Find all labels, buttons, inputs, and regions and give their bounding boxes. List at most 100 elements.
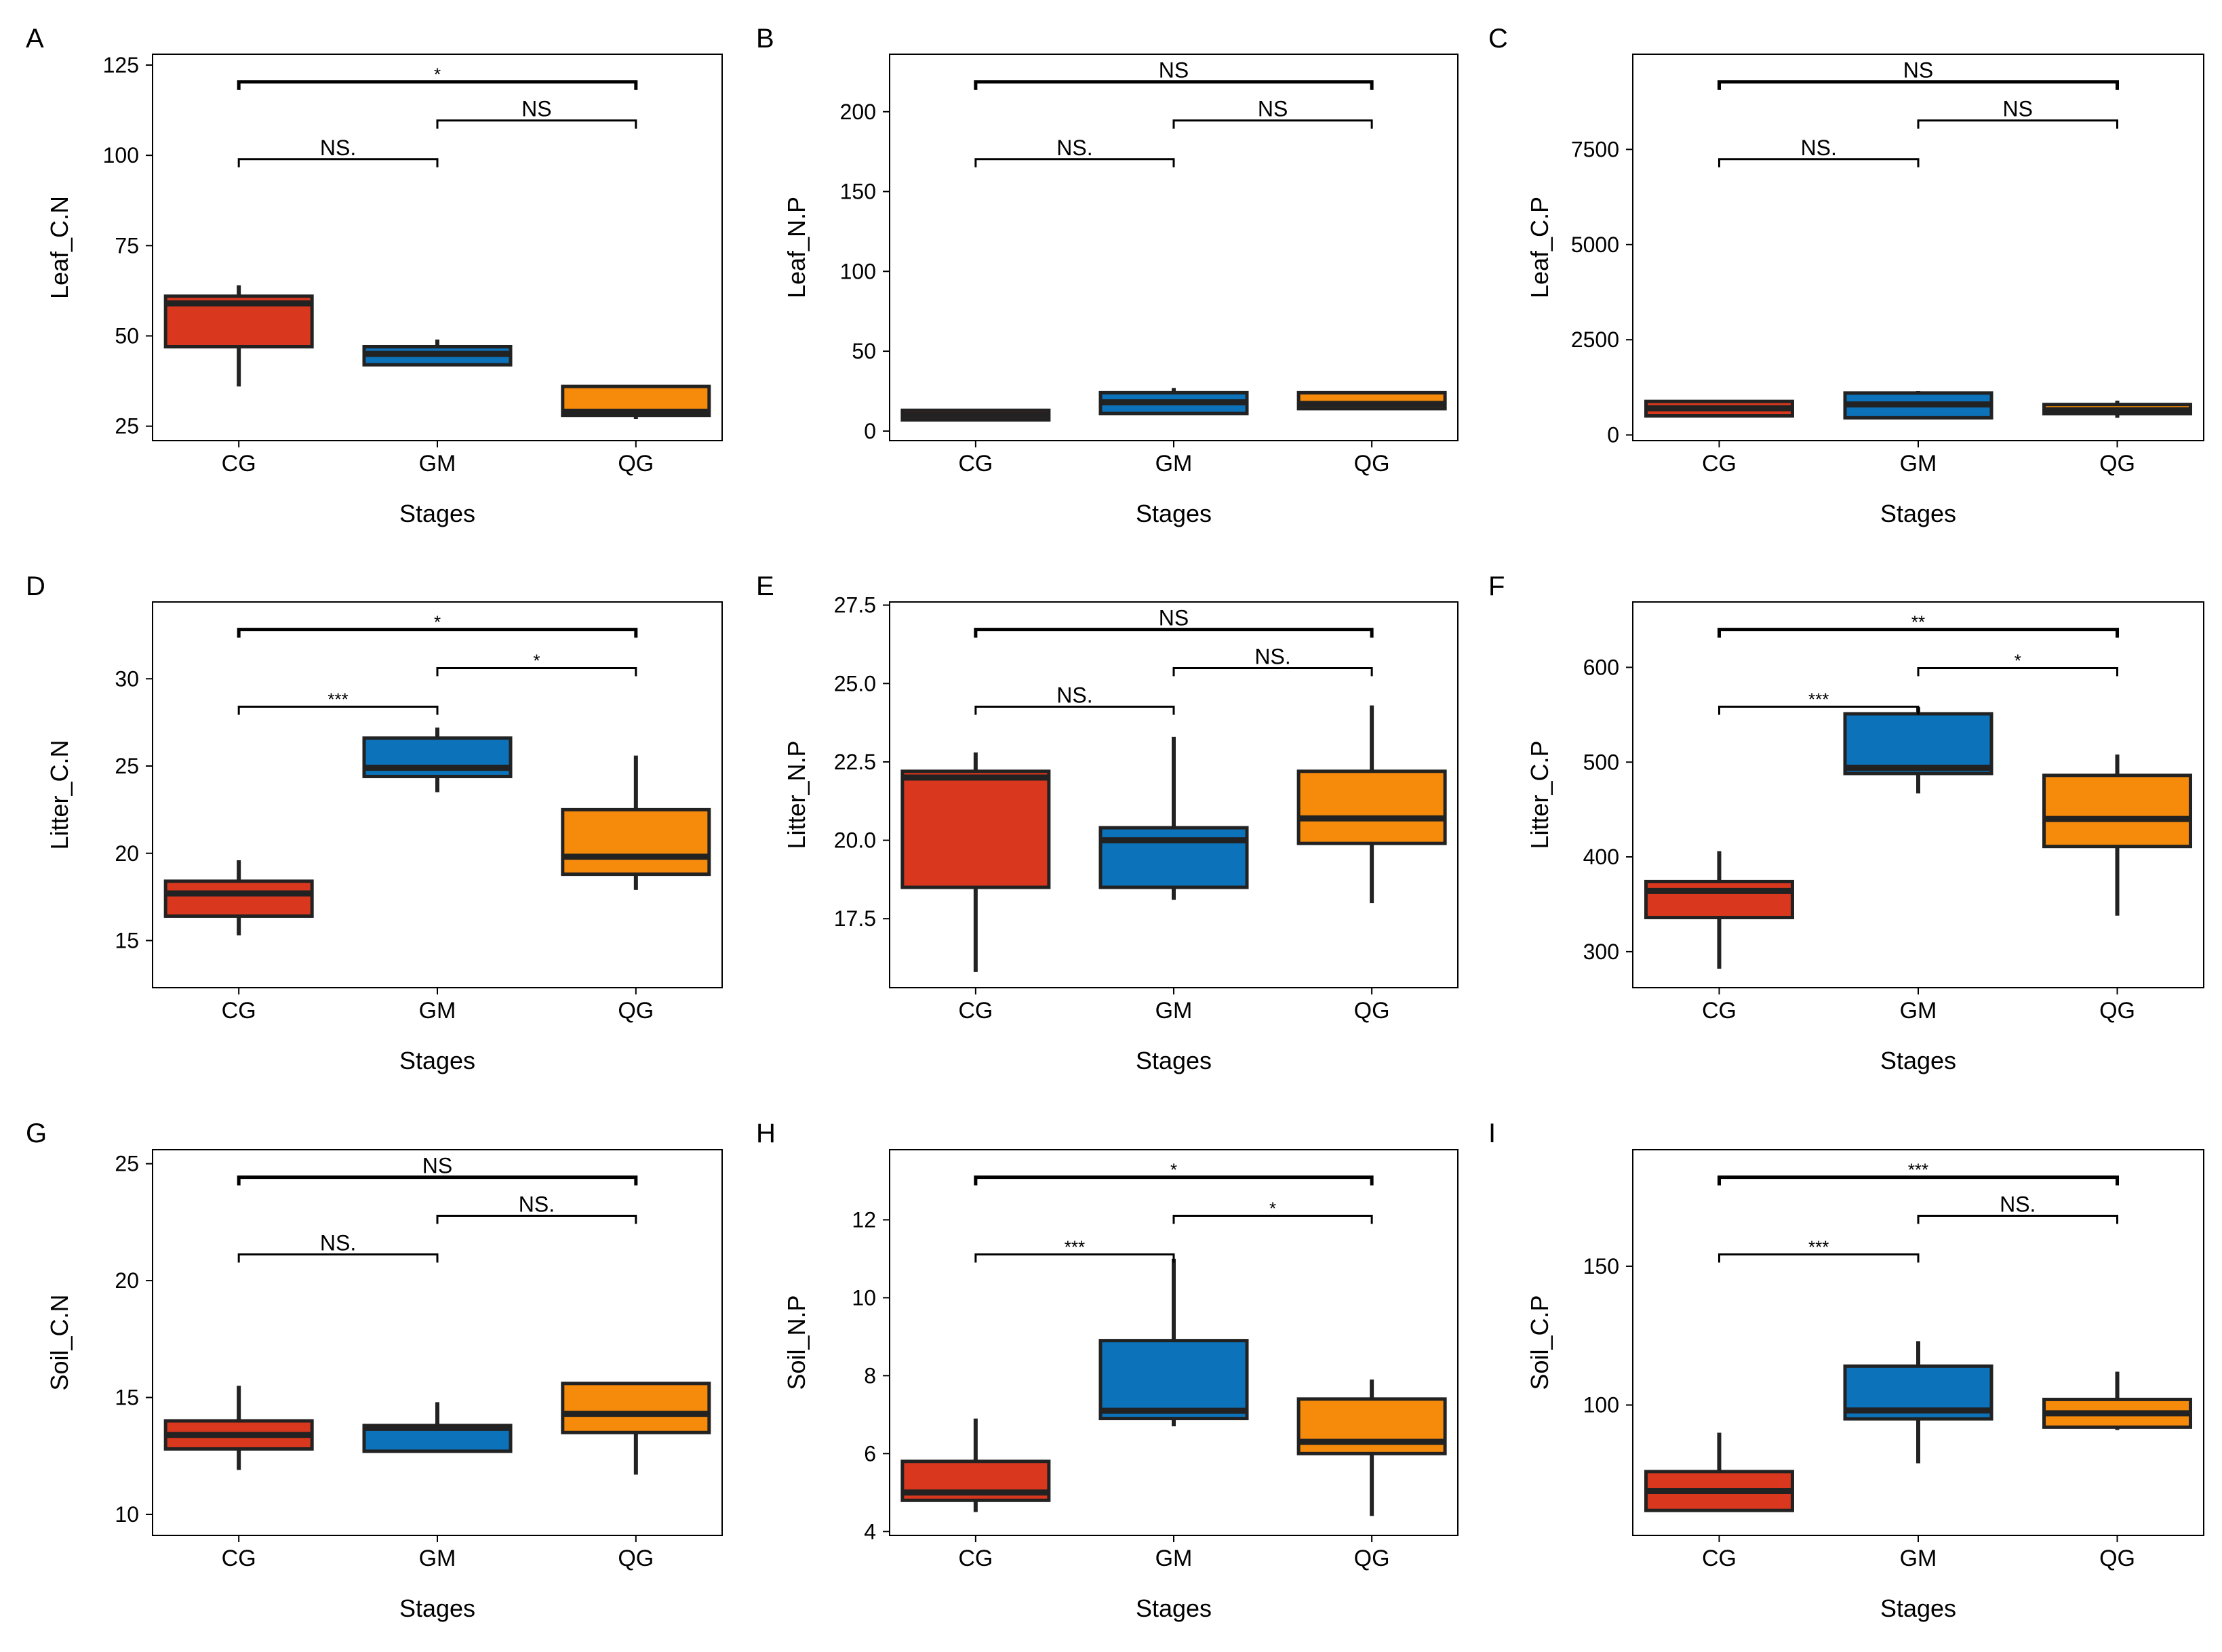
y-tick-label: 50 bbox=[852, 339, 876, 363]
y-axis-title: Leaf_N.P bbox=[782, 197, 810, 298]
x-tick-label: QG bbox=[2099, 451, 2135, 477]
y-tick-label: 10 bbox=[852, 1285, 876, 1310]
significance-bracket bbox=[237, 80, 638, 90]
y-tick-label: 25 bbox=[115, 414, 139, 439]
y-tick-label: 0 bbox=[864, 419, 876, 443]
y-tick-label: 50 bbox=[115, 324, 139, 348]
significance-label: NS. bbox=[1056, 683, 1092, 707]
x-tick-label: QG bbox=[618, 451, 654, 477]
x-tick-label: CG bbox=[222, 1546, 256, 1571]
y-axis-title: Leaf_C.N bbox=[45, 196, 73, 299]
x-tick-label: GM bbox=[1900, 1546, 1937, 1571]
x-tick-label: GM bbox=[1900, 998, 1937, 1024]
box-GM bbox=[1098, 1339, 1249, 1421]
significance-bracket bbox=[1717, 628, 2120, 638]
panel-G: G 10 15 20 25 CG GM QG Stages Soil_C.N NS. NS. NS bbox=[26, 1119, 723, 1622]
panel-E: E 17.5 20.0 22.5 25.0 27.5 CG GM QG Stages Litter_… bbox=[756, 571, 1459, 1074]
x-tick-label: QG bbox=[2099, 1546, 2135, 1571]
y-axis-title: Litter_C.N bbox=[45, 740, 73, 849]
panel-I: I 100 150 CG GM QG Stages Soil_C.P *** NS. *** bbox=[1488, 1119, 2204, 1622]
x-axis-title: Stages bbox=[1880, 500, 1956, 527]
significance-label: NS bbox=[2003, 97, 2033, 121]
panel-A: A 25 50 75 100 125 CG GM QG Stages Leaf_C.N NS. NS * bbox=[26, 24, 723, 527]
y-tick-label: 30 bbox=[115, 666, 139, 691]
x-tick-label: QG bbox=[1354, 451, 1390, 477]
x-tick-label: CG bbox=[222, 998, 256, 1024]
y-tick-label: 20 bbox=[115, 841, 139, 866]
x-tick-label: CG bbox=[958, 1546, 993, 1571]
y-tick-label: 8 bbox=[864, 1363, 876, 1388]
y-tick-label: 4 bbox=[864, 1519, 876, 1544]
x-axis-title: Stages bbox=[399, 1594, 475, 1622]
panel-B: B 0 50 100 150 200 CG GM QG Stages Leaf_N.P NS. NS NS bbox=[756, 24, 1459, 527]
significance-label: NS. bbox=[1056, 136, 1092, 160]
panel-letter-D: D bbox=[26, 571, 45, 601]
y-tick-label: 17.5 bbox=[834, 906, 876, 931]
significance-bracket bbox=[1718, 705, 1920, 715]
y-tick-label: 22.5 bbox=[834, 750, 876, 774]
box-QG bbox=[1296, 769, 1447, 845]
box-CG bbox=[900, 769, 1051, 889]
significance-label: NS. bbox=[1801, 136, 1837, 160]
significance-label: NS. bbox=[2000, 1192, 2036, 1217]
y-tick-label: 25.0 bbox=[834, 671, 876, 696]
significance-label: * bbox=[1269, 1198, 1276, 1219]
significance-bracket bbox=[237, 158, 439, 167]
y-tick-label: 100 bbox=[103, 143, 139, 167]
y-tick-label: 25 bbox=[115, 1152, 139, 1176]
significance-bracket bbox=[1717, 80, 2120, 90]
significance-bracket bbox=[237, 628, 638, 638]
x-tick-label: CG bbox=[222, 451, 256, 477]
x-tick-label: GM bbox=[419, 1546, 456, 1571]
y-axis-title: Soil_N.P bbox=[782, 1295, 810, 1390]
x-tick-label: CG bbox=[1702, 1546, 1737, 1571]
y-tick-label: 2500 bbox=[1571, 327, 1619, 352]
x-tick-label: GM bbox=[1155, 1546, 1193, 1571]
significance-label: *** bbox=[1808, 689, 1829, 709]
significance-bracket bbox=[1917, 667, 2119, 677]
significance-label: NS. bbox=[320, 1230, 356, 1255]
y-axis-title: Soil_C.P bbox=[1526, 1295, 1553, 1390]
x-tick-label: GM bbox=[1155, 451, 1193, 477]
significance-label: NS. bbox=[320, 136, 356, 160]
significance-bracket bbox=[1718, 158, 1920, 167]
y-tick-label: 20.0 bbox=[834, 828, 876, 853]
y-axis-title: Soil_C.N bbox=[45, 1294, 73, 1390]
y-tick-label: 5000 bbox=[1571, 233, 1619, 257]
significance-bracket bbox=[237, 1253, 439, 1263]
x-tick-label: QG bbox=[2099, 998, 2135, 1024]
y-tick-label: 25 bbox=[115, 754, 139, 778]
y-tick-label: 150 bbox=[840, 180, 876, 204]
panel-letter-E: E bbox=[756, 571, 774, 601]
significance-label: * bbox=[2015, 651, 2021, 671]
significance-bracket bbox=[436, 667, 637, 677]
significance-bracket bbox=[1172, 1215, 1373, 1224]
significance-label: NS bbox=[521, 97, 551, 121]
significance-label: *** bbox=[1808, 1236, 1829, 1257]
x-axis-title: Stages bbox=[1136, 500, 1212, 527]
significance-label: NS. bbox=[519, 1192, 555, 1217]
x-tick-label: CG bbox=[1702, 998, 1737, 1024]
significance-label: NS bbox=[1903, 58, 1933, 83]
y-tick-label: 100 bbox=[840, 259, 876, 283]
y-tick-label: 75 bbox=[115, 233, 139, 258]
panel-letter-B: B bbox=[756, 24, 774, 54]
y-tick-label: 600 bbox=[1583, 655, 1619, 679]
x-tick-label: QG bbox=[618, 1546, 654, 1571]
significance-label: *** bbox=[1908, 1160, 1928, 1180]
x-tick-label: GM bbox=[419, 998, 456, 1024]
significance-bracket bbox=[974, 1175, 1374, 1186]
box-QG bbox=[1296, 1397, 1447, 1455]
y-tick-label: 27.5 bbox=[834, 593, 876, 618]
y-tick-label: 500 bbox=[1583, 750, 1619, 774]
panel-letter-G: G bbox=[26, 1119, 47, 1148]
significance-bracket bbox=[237, 705, 439, 715]
x-tick-label: QG bbox=[1354, 1546, 1390, 1571]
significance-bracket bbox=[1718, 1253, 1920, 1263]
y-tick-label: 7500 bbox=[1571, 137, 1619, 161]
significance-bracket bbox=[1917, 119, 2119, 129]
x-axis-title: Stages bbox=[1136, 1594, 1212, 1622]
significance-bracket bbox=[974, 705, 1175, 715]
y-tick-label: 15 bbox=[115, 1386, 139, 1410]
